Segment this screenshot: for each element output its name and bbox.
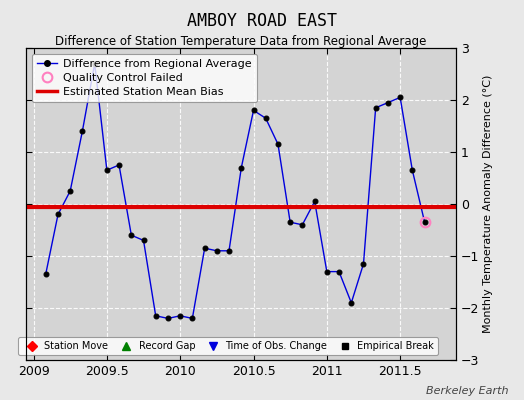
Difference from Regional Average xyxy=(238,165,245,170)
Text: AMBOY ROAD EAST: AMBOY ROAD EAST xyxy=(187,12,337,30)
Difference from Regional Average xyxy=(67,189,73,194)
Difference from Regional Average xyxy=(385,100,391,105)
Difference from Regional Average xyxy=(263,116,269,121)
Difference from Regional Average xyxy=(116,162,122,167)
Difference from Regional Average xyxy=(165,316,171,321)
Y-axis label: Monthly Temperature Anomaly Difference (°C): Monthly Temperature Anomaly Difference (… xyxy=(483,75,493,333)
Difference from Regional Average xyxy=(361,262,367,266)
Difference from Regional Average xyxy=(214,248,220,253)
Difference from Regional Average xyxy=(348,300,354,305)
Difference from Regional Average xyxy=(397,95,403,100)
Difference from Regional Average xyxy=(421,220,428,224)
Difference from Regional Average xyxy=(177,314,183,318)
Difference from Regional Average xyxy=(250,108,257,113)
Text: Berkeley Earth: Berkeley Earth xyxy=(426,386,508,396)
Difference from Regional Average xyxy=(189,316,195,321)
Title: Difference of Station Temperature Data from Regional Average: Difference of Station Temperature Data f… xyxy=(56,35,427,48)
Difference from Regional Average xyxy=(311,199,318,204)
Difference from Regional Average xyxy=(202,246,208,250)
Difference from Regional Average xyxy=(104,168,110,173)
Difference from Regional Average xyxy=(299,222,305,227)
Difference from Regional Average xyxy=(409,168,416,173)
Difference from Regional Average xyxy=(373,105,379,110)
Difference from Regional Average xyxy=(79,129,85,134)
Line: Difference from Regional Average: Difference from Regional Average xyxy=(43,61,427,321)
Difference from Regional Average xyxy=(324,269,330,274)
Difference from Regional Average xyxy=(152,314,159,318)
Difference from Regional Average xyxy=(226,248,232,253)
Difference from Regional Average xyxy=(275,142,281,146)
Legend: Station Move, Record Gap, Time of Obs. Change, Empirical Break: Station Move, Record Gap, Time of Obs. C… xyxy=(18,337,438,355)
Difference from Regional Average xyxy=(287,220,293,224)
Difference from Regional Average xyxy=(128,233,135,238)
Difference from Regional Average xyxy=(140,238,147,243)
Difference from Regional Average xyxy=(55,212,61,217)
Difference from Regional Average xyxy=(42,272,49,277)
Difference from Regional Average xyxy=(92,61,98,66)
Difference from Regional Average xyxy=(336,269,342,274)
